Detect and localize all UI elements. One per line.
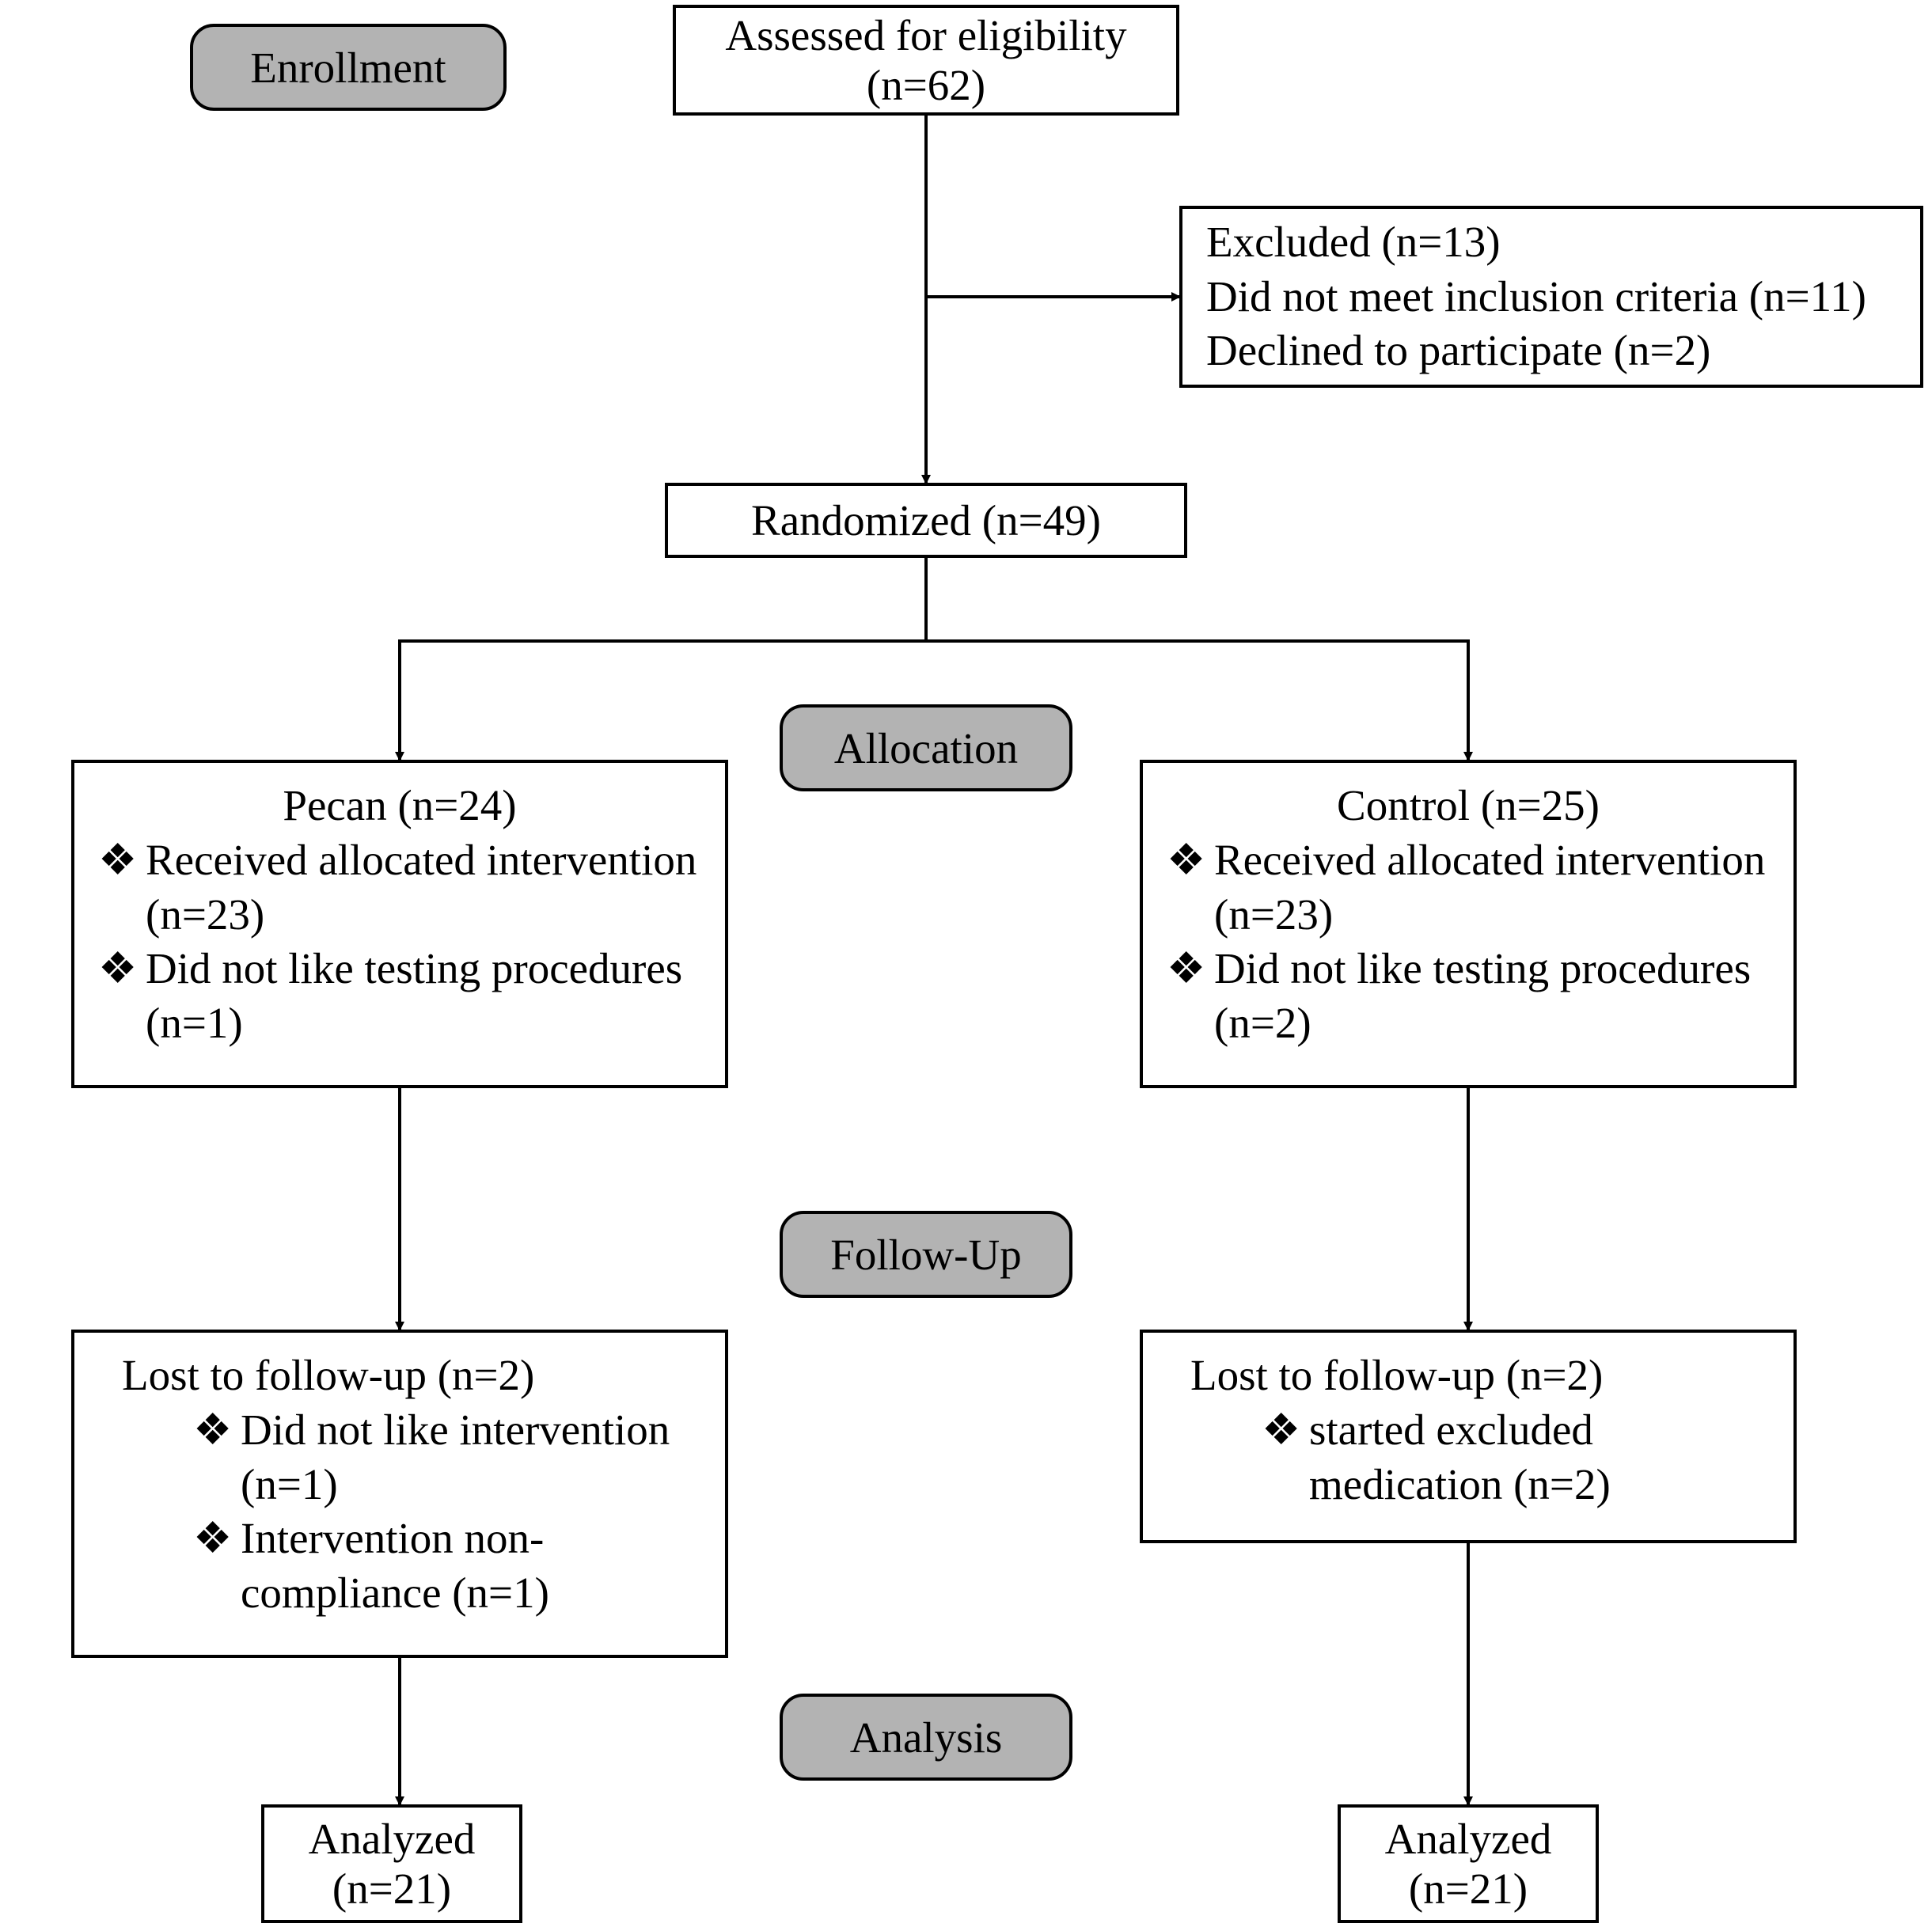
pecan-followup-title: Lost to follow-up (n=2) (98, 1349, 701, 1403)
excluded-line3: Declined to participate (n=2) (1206, 324, 1896, 378)
control-analyzed-box: Analyzed (n=21) (1338, 1804, 1599, 1923)
control-followup-box: Lost to follow-up (n=2) started excluded… (1140, 1330, 1797, 1543)
randomized-line1: Randomized (n=49) (751, 495, 1101, 545)
stage-followup-pill: Follow-Up (780, 1211, 1072, 1298)
assessed-line2: (n=62) (867, 60, 985, 110)
control-analyzed-line2: (n=21) (1409, 1864, 1528, 1914)
pecan-analyzed-line1: Analyzed (309, 1814, 476, 1864)
pecan-bullets: Received allocated intervention (n=23) D… (98, 833, 701, 1051)
excluded-box: Excluded (n=13) Did not meet inclusion c… (1179, 206, 1923, 388)
flowchart-canvas: Enrollment Allocation Follow-Up Analysis… (0, 0, 1932, 1931)
control-title: Control (n=25) (1167, 779, 1770, 833)
pecan-title: Pecan (n=24) (98, 779, 701, 833)
stage-enrollment-label: Enrollment (250, 43, 446, 93)
control-followup-subbullets: started excluded medication (n=2) (1167, 1403, 1770, 1512)
assessed-line1: Assessed for eligibility (725, 10, 1126, 60)
randomized-box: Randomized (n=49) (665, 483, 1187, 558)
control-followup-sub-0: started excluded medication (n=2) (1262, 1403, 1770, 1512)
excluded-line2: Did not meet inclusion criteria (n=11) (1206, 270, 1896, 324)
pecan-followup-sub-1: Intervention non-compliance (n=1) (193, 1512, 701, 1621)
stage-enrollment-pill: Enrollment (190, 24, 507, 111)
stage-allocation-label: Allocation (834, 723, 1018, 773)
control-bullets: Received allocated intervention (n=23) D… (1167, 833, 1770, 1051)
control-analyzed-line1: Analyzed (1385, 1814, 1552, 1864)
stage-followup-label: Follow-Up (830, 1230, 1021, 1280)
pecan-followup-box: Lost to follow-up (n=2) Did not like int… (71, 1330, 728, 1658)
pecan-allocation-box: Pecan (n=24) Received allocated interven… (71, 760, 728, 1088)
control-followup-title: Lost to follow-up (n=2) (1167, 1349, 1770, 1403)
control-allocation-box: Control (n=25) Received allocated interv… (1140, 760, 1797, 1088)
pecan-followup-subbullets: Did not like intervention (n=1) Interven… (98, 1403, 701, 1621)
assessed-box: Assessed for eligibility (n=62) (673, 5, 1179, 116)
control-bullet-1: Did not like testing procedures (n=2) (1167, 942, 1770, 1051)
pecan-followup-sub-0: Did not like intervention (n=1) (193, 1403, 701, 1512)
stage-analysis-pill: Analysis (780, 1694, 1072, 1781)
pecan-analyzed-box: Analyzed (n=21) (261, 1804, 522, 1923)
pecan-bullet-1: Did not like testing procedures (n=1) (98, 942, 701, 1051)
excluded-line1: Excluded (n=13) (1206, 215, 1896, 270)
pecan-analyzed-line2: (n=21) (332, 1864, 451, 1914)
control-bullet-0: Received allocated intervention (n=23) (1167, 833, 1770, 943)
stage-allocation-pill: Allocation (780, 704, 1072, 791)
pecan-bullet-0: Received allocated intervention (n=23) (98, 833, 701, 943)
stage-analysis-label: Analysis (850, 1713, 1003, 1762)
